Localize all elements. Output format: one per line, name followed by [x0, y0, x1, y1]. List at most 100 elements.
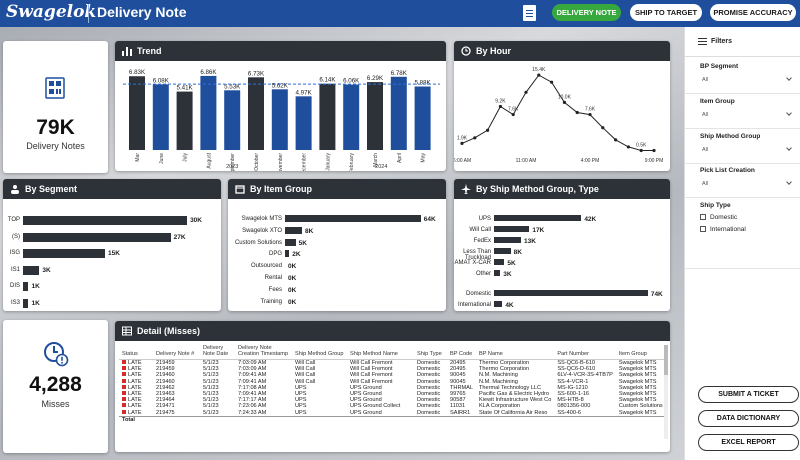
table-cell: N.M. Machining	[479, 372, 518, 379]
menu-icon[interactable]	[698, 38, 707, 39]
by-item-group-header: By Item Group	[228, 179, 446, 199]
column-header[interactable]: Delivery Note Date	[200, 345, 235, 360]
by-item-group-card: By Item Group Swagelok MTS 64K Swagelok XT…	[228, 179, 446, 311]
chevron-down-icon[interactable]	[786, 75, 792, 81]
filter-label: Ship Type	[700, 202, 731, 209]
table-cell: Domestic	[417, 378, 441, 385]
table-cell: Swagelok MTS	[618, 360, 657, 366]
table-cell: 219462	[156, 384, 175, 391]
checkbox-domestic[interactable]: Domestic	[700, 214, 737, 221]
misses-value: 4,288	[29, 373, 82, 396]
category-label: Swagelok XTO	[242, 227, 282, 234]
submit-ticket-button[interactable]: SUBMIT A TICKET	[698, 386, 799, 403]
by-hour-point	[575, 110, 579, 115]
by-hour-point	[511, 112, 515, 117]
by-hour-line	[461, 74, 654, 151]
delivery-notes-label: Delivery Notes	[26, 141, 85, 151]
by-hour-x-tick: 9:00 PM	[645, 158, 664, 164]
category-label: IS1	[10, 266, 20, 273]
table-cell: Will Call Fremont	[350, 360, 393, 366]
value-label: 15K	[108, 250, 120, 257]
checkbox-label: International	[710, 226, 746, 233]
value-label: 1K	[31, 299, 40, 307]
trend-bar	[414, 86, 431, 150]
table-cell: UPS	[295, 397, 307, 404]
clock-alert-icon	[44, 342, 69, 367]
delivery-note-button[interactable]: DELIVERY NOTE	[552, 4, 621, 21]
value-label: 3K	[42, 266, 51, 274]
table-cell: 7:24:33 AM	[238, 409, 267, 416]
table-row[interactable]: LATE 219475 5/1/23 7:24:33 AM UPS UPS Ground D…	[119, 410, 666, 417]
table-cell: UPS	[295, 403, 307, 410]
trend-bar	[367, 82, 383, 150]
table-cell: Will Call	[295, 360, 316, 366]
chevron-down-icon[interactable]	[786, 110, 792, 116]
column-header[interactable]: Part Number	[554, 345, 616, 360]
table-cell: 5/1/23	[203, 409, 219, 416]
by-hour-header: By Hour	[454, 41, 670, 61]
detail-scrollbar[interactable]	[664, 345, 668, 439]
trend-x-tick: Mar	[135, 153, 141, 162]
table-cell: 5/1/23	[203, 384, 219, 391]
trend-data-label: 6.29K	[367, 75, 384, 82]
table-row[interactable]: LATE 219459 5/1/23 7:03:09 AM Will Call Will …	[119, 360, 666, 367]
promise-accuracy-button[interactable]: PROMISE ACCURACY	[710, 4, 796, 21]
table-cell: 7:17:17 AM	[238, 397, 267, 404]
table-row[interactable]: LATE 219460 5/1/23 7:09:41 AM Will Call Will …	[119, 379, 666, 385]
bar	[285, 215, 421, 222]
checkbox-international[interactable]: International	[700, 226, 746, 233]
filter-ship-method-group[interactable]: Ship Method Group All	[685, 128, 800, 164]
excel-report-button[interactable]: EXCEL REPORT	[698, 434, 799, 451]
data-dictionary-button[interactable]: DATA DICTIONARY	[698, 410, 799, 427]
table-row[interactable]: LATE 219471 5/1/23 7:23:06 AM UPS UPS Ground …	[119, 403, 666, 409]
table-cell: Domestic	[417, 403, 441, 410]
chevron-down-icon[interactable]	[786, 145, 792, 151]
column-header[interactable]: BP Code	[447, 345, 476, 360]
table-cell: LATE	[119, 397, 153, 403]
delivery-notes-value: 79K	[36, 116, 75, 139]
by-ship-method-card: By Ship Method Group, Type UPS 42K Will Ca…	[454, 179, 670, 311]
document-icon[interactable]	[523, 5, 536, 21]
column-header[interactable]: Item Group	[615, 345, 666, 360]
trend-x-tick: January	[325, 153, 331, 171]
trend-data-label: 6.08K	[153, 77, 170, 84]
by-segment-title: By Segment	[25, 184, 78, 194]
by-hour-point	[588, 112, 592, 117]
chevron-down-icon[interactable]	[786, 179, 792, 185]
table-row[interactable]: LATE 219464 5/1/23 7:17:17 AM UPS UPS Ground D…	[119, 397, 666, 403]
filters-title: Filters	[711, 38, 733, 45]
checkbox-box[interactable]	[700, 214, 706, 220]
category-label: Fees	[268, 286, 282, 293]
table-row[interactable]: LATE 219459 5/1/23 7:03:09 AM Will Call Will …	[119, 366, 666, 372]
by-hour-x-tick: 4:00 PM	[581, 158, 600, 164]
column-header[interactable]: BP Name	[476, 345, 555, 360]
filter-pick-list-creation[interactable]: Pick List Creation All	[685, 162, 800, 198]
column-header[interactable]: Ship Type	[414, 345, 447, 360]
trend-x-tick: June	[159, 153, 165, 164]
column-header[interactable]: Delivery Note Creation Timestamp	[235, 345, 292, 360]
filter-item-group[interactable]: Item Group All	[685, 93, 800, 129]
category-label: Domestic	[465, 291, 491, 297]
category-label: Rental	[264, 275, 282, 281]
ship-to-target-button[interactable]: SHIP TO TARGET	[630, 4, 702, 21]
table-cell: Swagelok MTS	[618, 384, 657, 391]
table-row[interactable]: LATE 219463 5/1/23 7:09:41 AM UPS UPS Ground D…	[119, 391, 666, 397]
clock-icon	[461, 46, 471, 56]
checkbox-box[interactable]	[700, 226, 706, 232]
column-header[interactable]: Ship Method Group	[292, 345, 347, 360]
table-row[interactable]: LATE 219460 5/1/23 7:09:41 AM Will Call Will …	[119, 372, 666, 378]
filter-bp-segment[interactable]: BP Segment All	[685, 58, 800, 94]
filter-ship-type: Ship Type Domestic International	[685, 197, 800, 269]
column-header[interactable]: Status	[119, 345, 153, 360]
by-hour-point	[601, 126, 605, 130]
column-header[interactable]: Delivery Note #	[153, 345, 200, 360]
scrollbar-thumb[interactable]	[664, 345, 668, 375]
trend-data-label: 6.86K	[200, 69, 217, 76]
trend-data-label: 5.41K	[177, 85, 194, 92]
table-row[interactable]: LATE 219462 5/1/23 7:17:08 AM UPS UPS Ground D…	[119, 385, 666, 391]
column-header[interactable]: Ship Method Name	[347, 345, 414, 360]
table-cell: 0801356-000	[557, 403, 591, 410]
filter-label: Ship Method Group	[700, 133, 761, 140]
by-hour-point	[498, 104, 502, 109]
trend-x-tick: February	[349, 153, 355, 171]
